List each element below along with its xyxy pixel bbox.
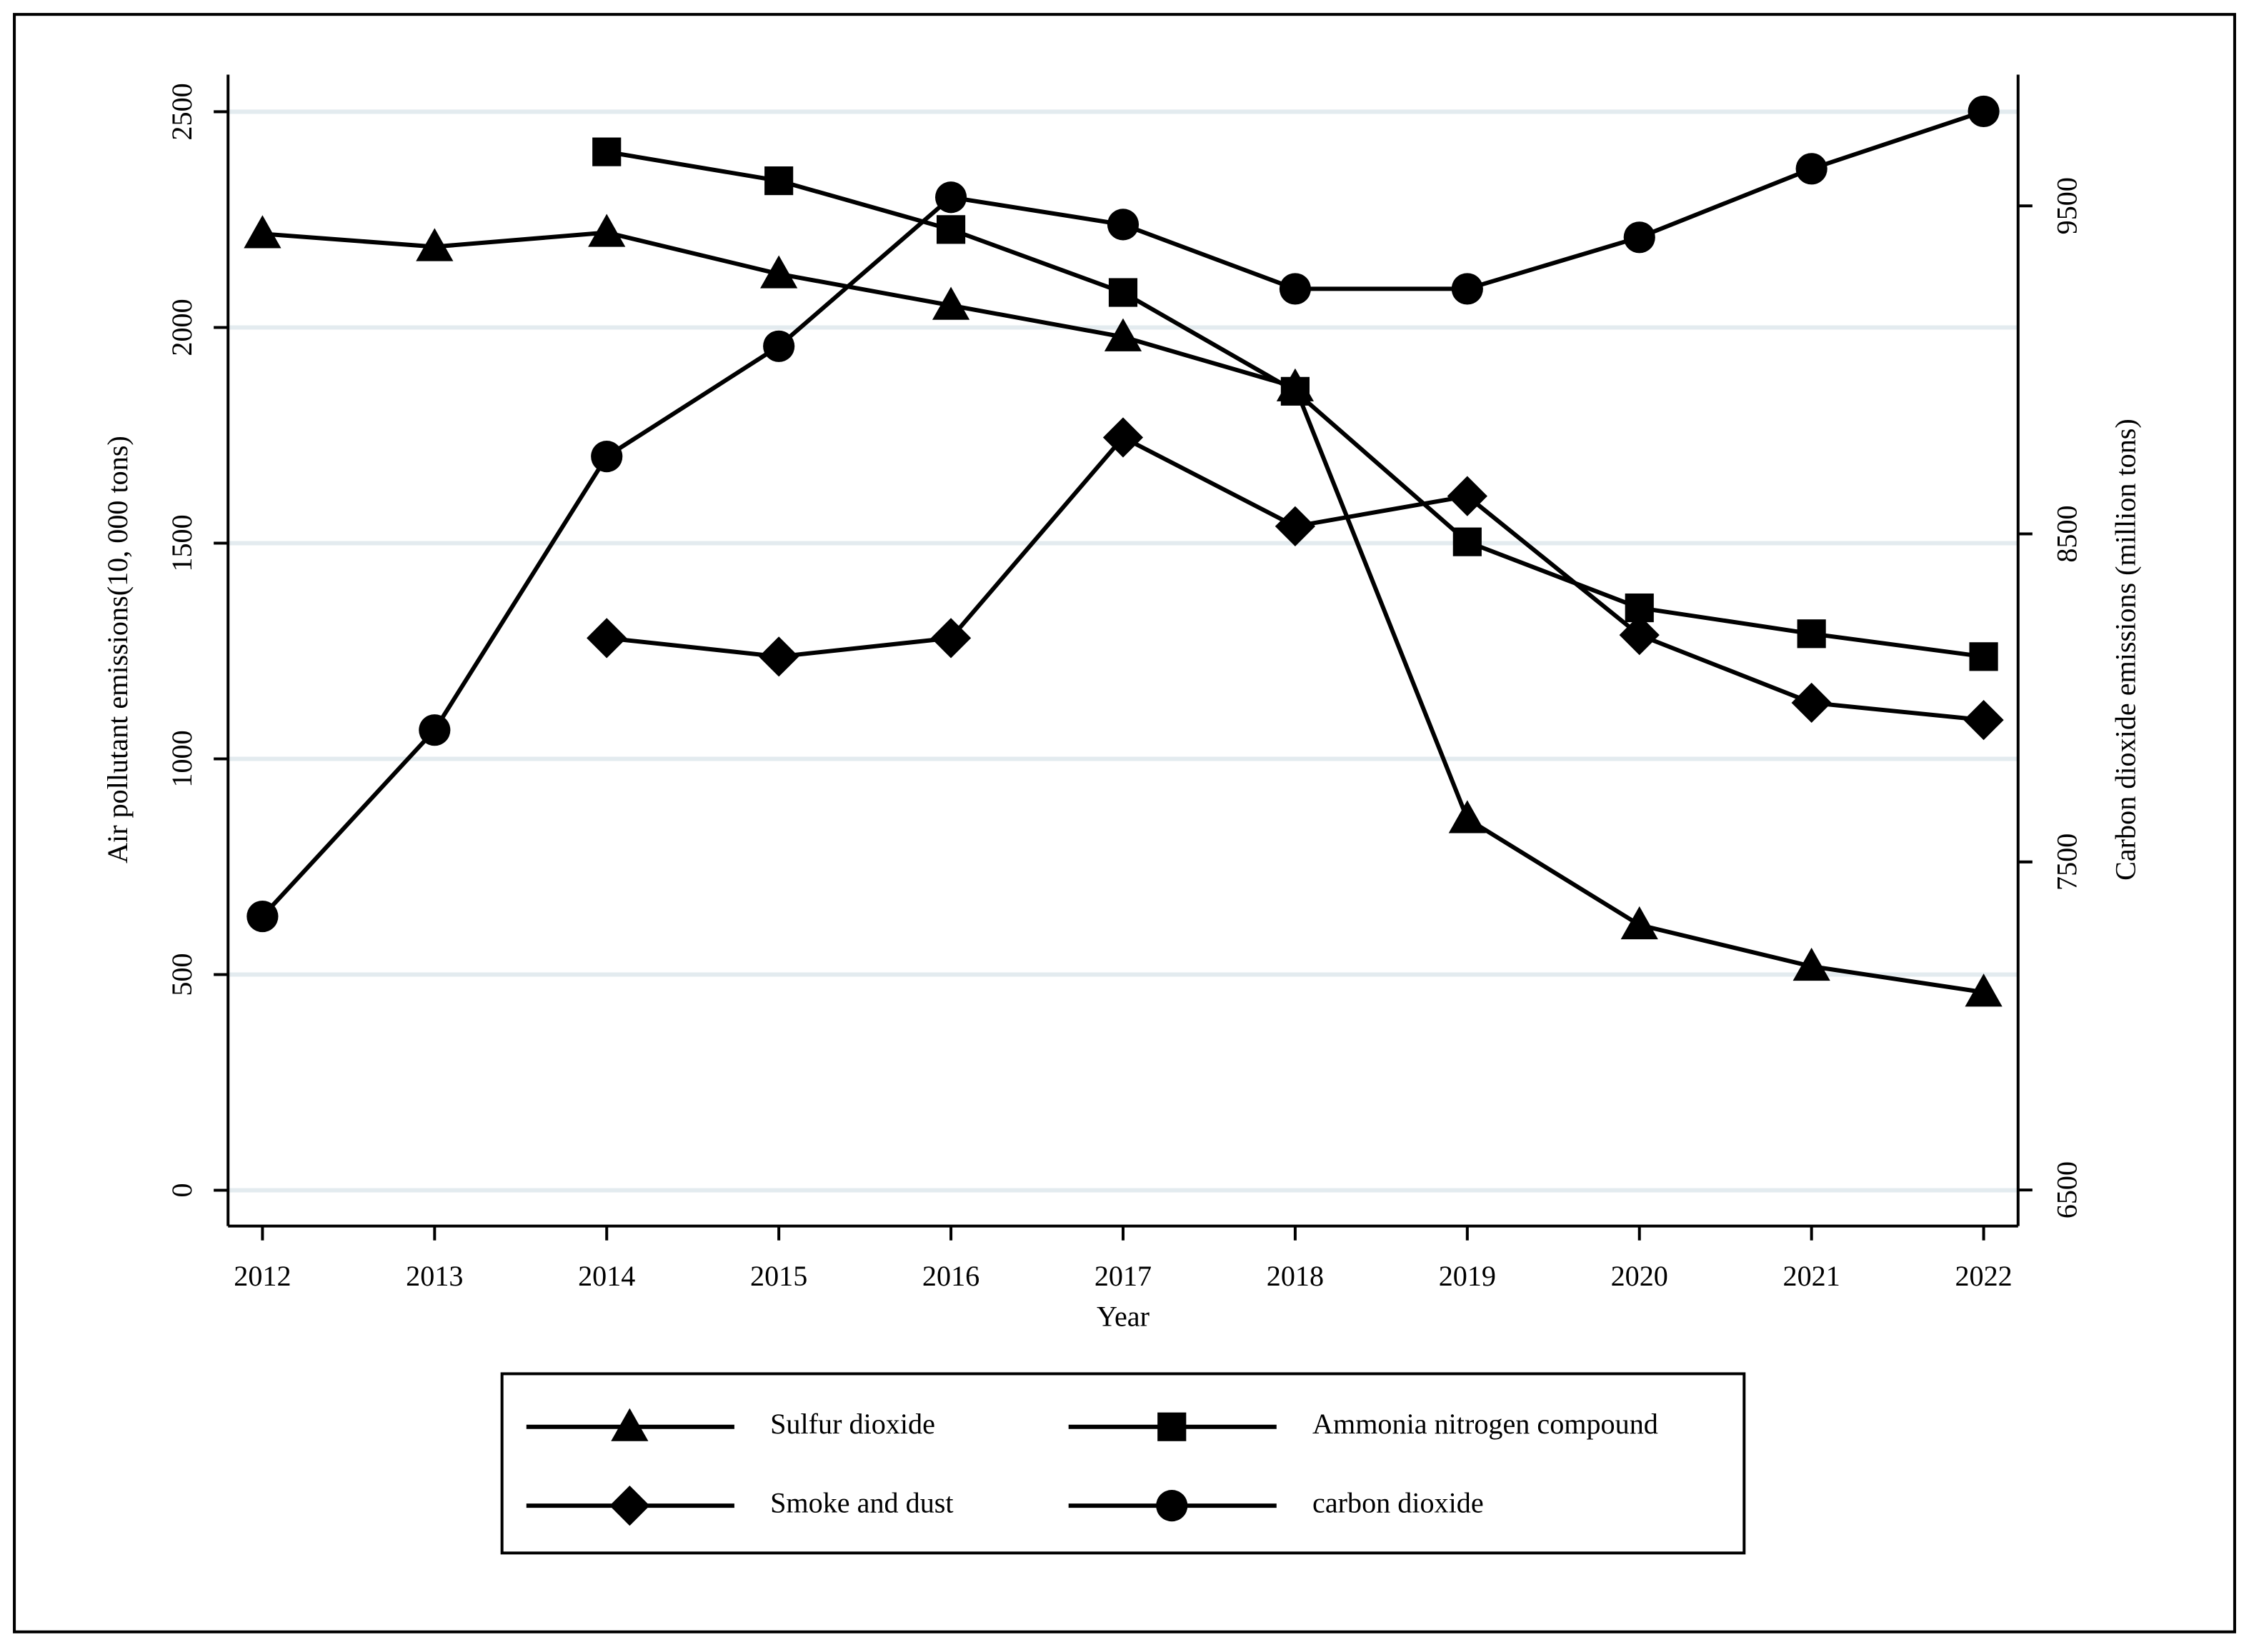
y-tick-label: 0 <box>166 1183 198 1197</box>
x-tick-label: 2015 <box>750 1260 807 1292</box>
marker <box>764 166 794 196</box>
marker <box>1791 682 1832 724</box>
marker <box>1963 700 2004 741</box>
y2-axis-title: Carbon dioxide emissions (million tons) <box>2110 419 2142 881</box>
x-tick-label: 2020 <box>1611 1260 1668 1292</box>
marker <box>1619 615 1660 656</box>
marker <box>1102 417 1144 458</box>
marker <box>1448 800 1486 833</box>
marker <box>611 1408 649 1441</box>
legend-box <box>500 1372 1746 1555</box>
marker <box>1451 273 1483 305</box>
x-tick-label: 2013 <box>406 1260 463 1292</box>
y-axis-title: Air pollutant emissions(10, 000 tons) <box>101 436 134 863</box>
y2-tick-label: 6500 <box>2050 1161 2083 1218</box>
marker <box>1965 973 2003 1007</box>
marker <box>1792 947 1830 981</box>
marker <box>932 286 970 320</box>
legend-label: Smoke and dust <box>770 1486 953 1518</box>
x-axis-title: Year <box>1097 1300 1150 1332</box>
marker <box>760 255 798 289</box>
marker <box>1275 506 1316 547</box>
marker <box>1968 95 2000 128</box>
y-tick-label: 1500 <box>166 514 198 571</box>
marker <box>416 228 454 261</box>
marker <box>1969 642 1998 671</box>
marker <box>246 900 279 933</box>
x-tick-label: 2021 <box>1783 1260 1840 1292</box>
marker <box>587 618 627 659</box>
series-line <box>606 434 1984 723</box>
marker <box>1107 209 1140 241</box>
y-tick-label: 2000 <box>166 299 198 356</box>
marker <box>588 214 626 247</box>
marker <box>1280 376 1310 406</box>
x-tick-label: 2017 <box>1094 1260 1152 1292</box>
y-tick-label: 1000 <box>166 730 198 787</box>
marker <box>936 215 966 244</box>
y2-tick-label: 7500 <box>2050 833 2083 891</box>
y-tick-label: 500 <box>166 953 198 996</box>
marker <box>1156 1490 1188 1522</box>
legend-label: carbon dioxide <box>1312 1486 1484 1518</box>
marker <box>1620 906 1658 940</box>
marker <box>1104 318 1142 351</box>
marker <box>1452 527 1482 556</box>
y2-tick-label: 9500 <box>2050 177 2083 234</box>
marker <box>244 215 281 249</box>
marker <box>1795 153 1827 185</box>
marker <box>1279 273 1311 305</box>
marker <box>1623 221 1655 254</box>
marker <box>763 330 795 362</box>
marker <box>609 1486 650 1526</box>
x-tick-label: 2019 <box>1439 1260 1496 1292</box>
marker <box>934 181 967 214</box>
legend-label: Ammonia nitrogen compound <box>1312 1408 1658 1440</box>
outer-frame <box>13 13 2236 1633</box>
x-tick-label: 2022 <box>1955 1260 2012 1292</box>
y2-tick-label: 8500 <box>2050 505 2083 562</box>
x-tick-label: 2012 <box>234 1260 291 1292</box>
marker <box>592 137 622 166</box>
marker <box>419 714 451 746</box>
legend-label: Sulfur dioxide <box>770 1408 935 1440</box>
x-tick-label: 2018 <box>1267 1260 1324 1292</box>
y-tick-label: 2500 <box>166 83 198 140</box>
marker <box>759 636 799 677</box>
marker <box>591 441 623 473</box>
marker <box>1157 1412 1187 1441</box>
x-tick-label: 2016 <box>922 1260 979 1292</box>
marker <box>1108 278 1138 307</box>
marker <box>1797 619 1826 649</box>
marker <box>930 618 972 659</box>
x-tick-label: 2014 <box>578 1260 635 1292</box>
